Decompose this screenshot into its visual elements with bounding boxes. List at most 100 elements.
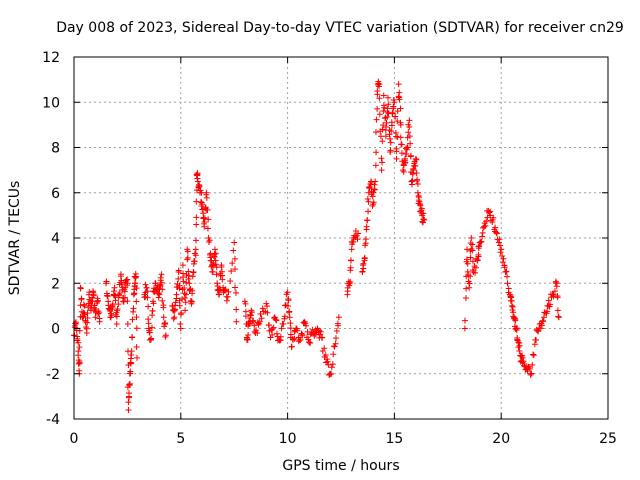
data-point [231,255,238,262]
data-point [526,365,533,372]
data-point [393,155,400,162]
x-tick-label: 25 [599,431,617,447]
x-tick-label: 0 [70,431,79,447]
data-point [395,81,402,88]
data-point [81,302,88,309]
data-point [413,177,420,184]
data-point [389,109,396,116]
data-point [228,268,235,275]
x-tick-label: 15 [385,431,403,447]
data-point [194,175,201,182]
data-point [96,318,103,325]
data-point [160,314,167,321]
data-point [146,329,153,336]
data-point [148,324,155,331]
data-point [211,253,218,260]
data-point [133,298,140,305]
data-point [116,290,123,297]
data-point [501,264,508,271]
data-point [94,297,101,304]
data-point [113,313,120,320]
data-point [502,268,509,275]
data-point [359,268,366,275]
data-point [402,159,409,166]
data-point [232,266,239,273]
data-point [478,238,485,245]
data-point [77,285,84,292]
data-point [211,246,218,253]
data-point [468,235,475,241]
data-point [386,131,393,138]
data-point [552,278,559,285]
data-point [420,216,427,223]
data-point [394,118,401,125]
data-point [156,291,163,298]
data-point [225,288,232,295]
data-point [177,320,184,327]
data-point [379,159,386,166]
data-point [160,302,167,309]
data-point [493,230,500,237]
data-point [266,322,273,329]
data-point [131,290,138,297]
data-point [335,314,342,321]
data-point [374,91,381,98]
data-point [117,271,124,278]
data-point [148,335,155,342]
data-point [463,285,470,292]
data-point [242,313,249,320]
data-point [477,239,484,246]
data-point [74,335,81,342]
data-point [259,305,266,312]
data-point [189,273,196,280]
data-point [247,312,254,319]
data-point [189,287,196,294]
data-point [111,284,118,291]
data-point [144,294,151,301]
data-point [324,358,331,365]
data-point [361,254,368,261]
data-point [299,331,306,338]
data-point [347,279,354,286]
data-point [372,162,379,169]
data-point [113,320,120,327]
data-point [209,268,216,275]
data-point [81,311,88,318]
data-points [71,78,562,413]
data-point [103,278,110,285]
data-point [127,370,134,377]
data-point [221,287,228,294]
data-point [133,344,140,351]
data-point [199,201,206,208]
data-point [249,309,255,316]
data-point [330,351,337,358]
data-point [242,300,249,307]
data-point [258,315,265,322]
data-point [173,291,180,298]
data-point [420,210,427,217]
data-point [533,337,540,344]
data-point [322,352,329,359]
data-point [130,305,137,312]
data-point [184,256,191,263]
data-point [162,321,169,328]
data-point [183,271,190,278]
data-point [287,325,294,332]
data-point [362,236,369,243]
data-point [531,341,538,348]
data-point [204,206,211,213]
data-point [469,241,476,248]
data-point [128,348,135,355]
data-point [158,279,165,286]
y-tick-label: 10 [42,95,60,111]
data-point [233,318,240,325]
data-point [75,352,82,359]
data-point [158,271,165,278]
data-point [385,101,392,108]
data-point [145,320,152,327]
data-point [273,330,280,337]
data-point [181,295,188,302]
data-point [72,320,79,327]
data-point [492,224,499,231]
data-point [397,134,404,141]
